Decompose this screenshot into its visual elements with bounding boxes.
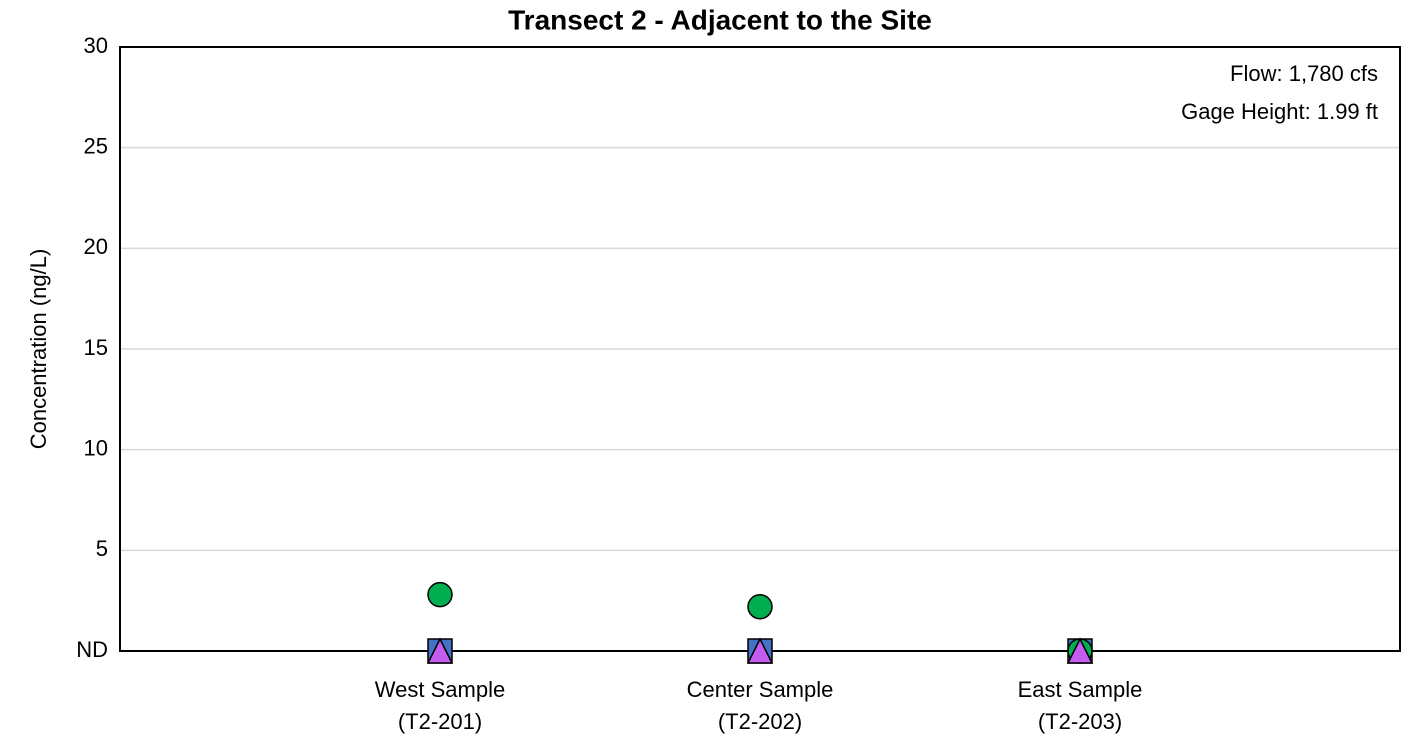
x-tick-label-line: (T2-202)	[718, 709, 802, 734]
y-tick-label: 15	[84, 335, 108, 360]
marker-circle	[427, 581, 453, 608]
x-tick-label-line: East Sample	[1018, 677, 1143, 702]
x-tick-label-line: (T2-201)	[398, 709, 482, 734]
chart-title: Transect 2 - Adjacent to the Site	[508, 4, 932, 35]
y-tick-label: 25	[84, 133, 108, 158]
x-tick-label: West Sample (T2-201)	[375, 677, 505, 734]
marker-triangle	[746, 637, 774, 664]
y-tick-label: ND	[76, 637, 108, 662]
marker-triangle	[1066, 637, 1094, 664]
x-tick-label: East Sample (T2-203)	[1018, 677, 1143, 734]
marker-circle	[747, 593, 773, 620]
x-tick-label-line: Center Sample	[687, 677, 834, 702]
y-tick-label: 20	[84, 234, 108, 259]
y-tick-label: 10	[84, 435, 108, 460]
x-tick-label: Center Sample (T2-202)	[687, 677, 834, 734]
x-tick-label-line: (T2-203)	[1038, 709, 1122, 734]
x-tick-label-line: West Sample	[375, 677, 505, 702]
marker-triangle	[426, 637, 454, 664]
annotation: Gage Height: 1.99 ft	[1181, 99, 1378, 124]
y-tick-label: 5	[96, 536, 108, 561]
y-tick-label: 30	[84, 33, 108, 58]
y-axis-label: Concentration (ng/L)	[26, 249, 51, 450]
annotation: Flow: 1,780 cfs	[1230, 61, 1378, 86]
